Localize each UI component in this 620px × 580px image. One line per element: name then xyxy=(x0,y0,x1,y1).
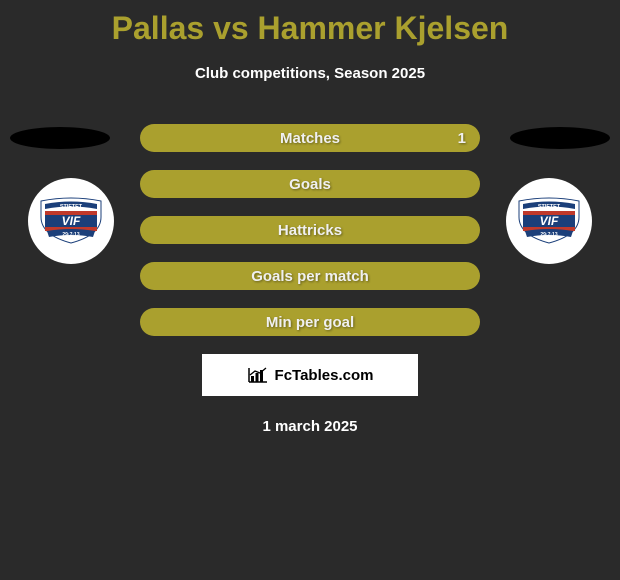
stat-bar-value-right: 1 xyxy=(458,124,466,152)
attribution-box: FcTables.com xyxy=(202,354,418,396)
stat-bar-label: Matches xyxy=(140,124,480,152)
stat-bar-label: Goals per match xyxy=(140,262,480,290)
stat-bar-row: Min per goal xyxy=(140,308,480,336)
attribution-text: FcTables.com xyxy=(275,367,374,384)
svg-text:VIF: VIF xyxy=(540,214,559,228)
club-crest-icon: STIFTET VIF 29·7·13 xyxy=(517,197,581,245)
svg-text:29·7·13: 29·7·13 xyxy=(62,232,79,238)
club-crest-icon: STIFTET VIF 29·7·13 xyxy=(39,197,103,245)
stat-bar-label: Min per goal xyxy=(140,308,480,336)
stat-bars: Matches1 Goals Hattricks Goals per match Min… xyxy=(140,124,480,336)
stat-bar-label: Hattricks xyxy=(140,216,480,244)
stat-bar-row: Goals xyxy=(140,170,480,198)
page-title: Pallas vs Hammer Kjelsen xyxy=(0,0,620,47)
team-badge-right: STIFTET VIF 29·7·13 xyxy=(506,178,592,264)
stat-bar-row: Matches1 xyxy=(140,124,480,152)
stat-bar-label: Goals xyxy=(140,170,480,198)
chart-icon xyxy=(247,366,269,384)
shadow-right xyxy=(510,127,610,149)
team-badge-left: STIFTET VIF 29·7·13 xyxy=(28,178,114,264)
svg-text:VIF: VIF xyxy=(62,214,81,228)
svg-text:STIFTET: STIFTET xyxy=(538,204,561,210)
svg-text:STIFTET: STIFTET xyxy=(60,204,83,210)
stat-bar-row: Goals per match xyxy=(140,262,480,290)
stat-bar-row: Hattricks xyxy=(140,216,480,244)
footer-date: 1 march 2025 xyxy=(0,418,620,435)
shadow-left xyxy=(10,127,110,149)
svg-text:29·7·13: 29·7·13 xyxy=(540,232,557,238)
page-subtitle: Club competitions, Season 2025 xyxy=(0,65,620,82)
